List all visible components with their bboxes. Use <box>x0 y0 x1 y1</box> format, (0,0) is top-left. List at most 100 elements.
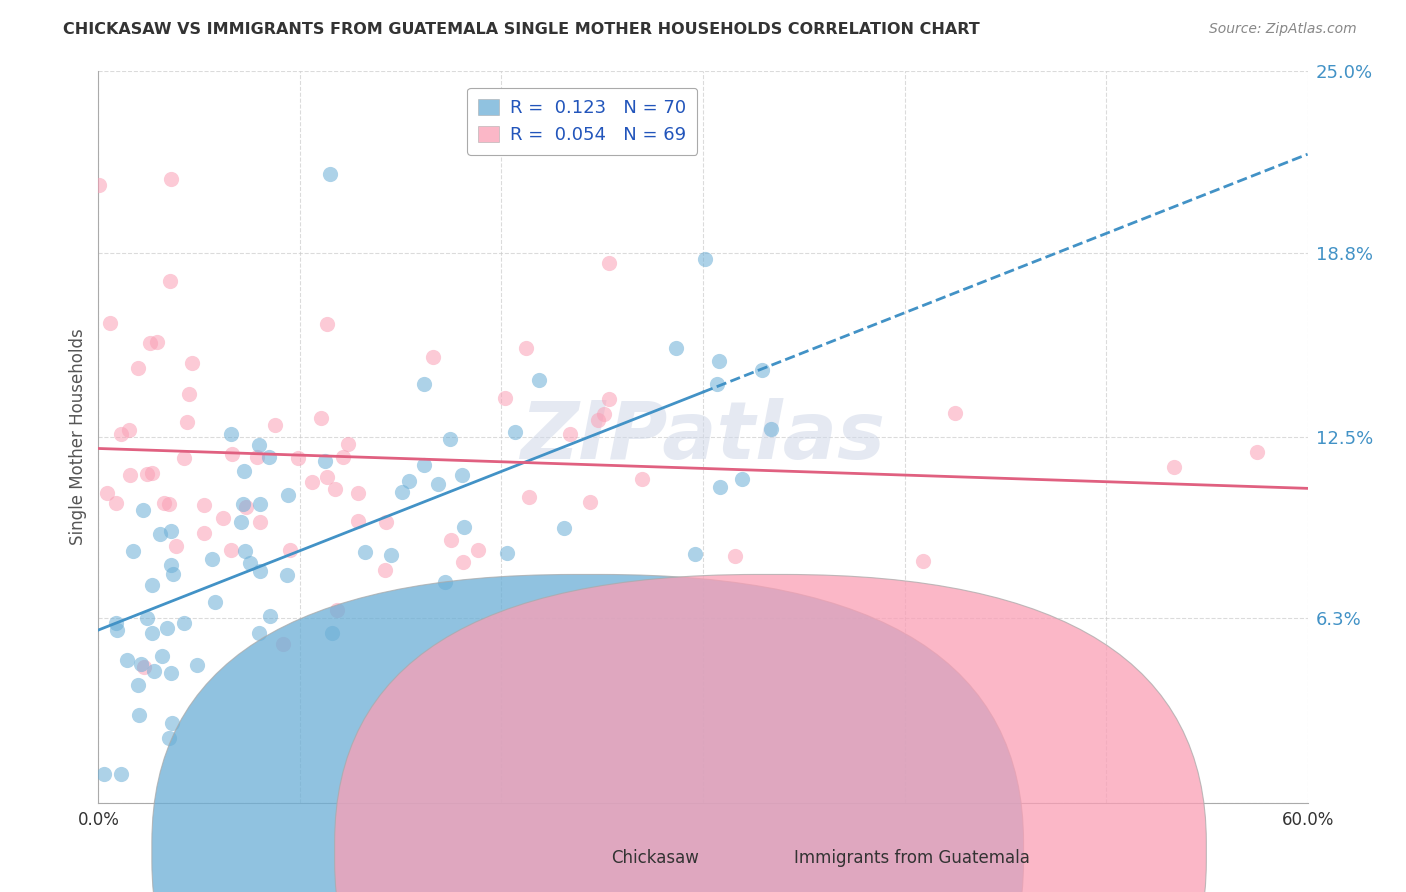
Point <box>412 458 434 473</box>
Point <box>517 491 540 505</box>
Point <box>135 611 157 625</box>
Point <box>141 626 163 640</box>
Point <box>232 497 254 511</box>
Point <box>249 497 271 511</box>
Point <box>177 387 200 401</box>
Point <box>314 454 336 468</box>
Point <box>494 392 516 406</box>
Point <box>287 451 309 466</box>
Point <box>398 474 420 488</box>
Point <box>439 432 461 446</box>
Point <box>98 316 121 330</box>
Point <box>165 539 187 553</box>
Point <box>598 392 620 407</box>
Point <box>221 542 243 557</box>
Point <box>347 514 370 528</box>
Point <box>181 356 204 370</box>
Point <box>391 485 413 500</box>
Point <box>321 625 343 640</box>
Point <box>380 549 402 563</box>
Point <box>157 731 180 745</box>
Point <box>943 406 966 420</box>
Point <box>186 658 208 673</box>
Point <box>422 350 444 364</box>
Point <box>326 603 349 617</box>
Point <box>118 468 141 483</box>
Point <box>249 564 271 578</box>
Point <box>89 178 111 192</box>
Point <box>239 556 262 570</box>
Point <box>143 665 166 679</box>
Point <box>233 543 256 558</box>
Point <box>553 520 575 534</box>
Point <box>221 448 243 462</box>
Point <box>1163 460 1185 475</box>
Point <box>631 473 654 487</box>
Y-axis label: Single Mother Households: Single Mother Households <box>69 329 87 545</box>
Point <box>117 653 139 667</box>
Point <box>152 496 174 510</box>
Point <box>160 558 183 573</box>
Point <box>247 438 270 452</box>
Text: Chickasaw: Chickasaw <box>612 849 700 867</box>
Point <box>156 620 179 634</box>
Text: Immigrants from Guatemala: Immigrants from Guatemala <box>794 849 1031 867</box>
Point <box>110 766 132 780</box>
Point <box>413 377 436 392</box>
Text: ZIPatlas: ZIPatlas <box>520 398 886 476</box>
Point <box>235 500 257 514</box>
Point <box>706 377 728 392</box>
Point <box>105 615 128 630</box>
Point <box>374 563 396 577</box>
Point <box>160 524 183 538</box>
Point <box>193 498 215 512</box>
Point <box>316 317 339 331</box>
Point <box>426 477 449 491</box>
Point <box>159 172 181 186</box>
Point <box>138 335 160 350</box>
Point <box>204 595 226 609</box>
Point <box>271 637 294 651</box>
Point <box>257 450 280 465</box>
Point <box>515 341 537 355</box>
Point <box>731 472 754 486</box>
Point <box>319 167 342 181</box>
Text: Source: ZipAtlas.com: Source: ZipAtlas.com <box>1209 22 1357 37</box>
Point <box>263 417 285 432</box>
Point <box>433 575 456 590</box>
Point <box>173 615 195 630</box>
Point <box>527 373 550 387</box>
Point <box>453 555 475 569</box>
Point <box>325 482 347 496</box>
Point <box>127 678 149 692</box>
Point <box>122 544 145 558</box>
Point <box>160 716 183 731</box>
Point <box>246 450 269 464</box>
Point <box>233 464 256 478</box>
Point <box>277 488 299 502</box>
Point <box>593 407 616 421</box>
Point <box>440 533 463 547</box>
Point <box>503 425 526 439</box>
Point <box>157 497 180 511</box>
Point <box>131 503 153 517</box>
Point <box>105 624 128 638</box>
Point <box>588 413 610 427</box>
Point <box>93 766 115 780</box>
Point <box>193 526 215 541</box>
Point <box>134 660 156 674</box>
Point <box>1246 444 1268 458</box>
Point <box>141 578 163 592</box>
Point <box>724 549 747 563</box>
Point <box>150 648 173 663</box>
Text: CHICKASAW VS IMMIGRANTS FROM GUATEMALA SINGLE MOTHER HOUSEHOLDS CORRELATION CHAR: CHICKASAW VS IMMIGRANTS FROM GUATEMALA S… <box>63 22 980 37</box>
Point <box>695 252 717 266</box>
Point <box>259 609 281 624</box>
Point <box>249 516 271 530</box>
Point <box>685 547 707 561</box>
Point <box>105 496 128 510</box>
Legend: R =  0.123   N = 70, R =  0.054   N = 69: R = 0.123 N = 70, R = 0.054 N = 69 <box>467 87 697 155</box>
Point <box>578 494 600 508</box>
Point <box>128 708 150 723</box>
Point <box>709 479 731 493</box>
